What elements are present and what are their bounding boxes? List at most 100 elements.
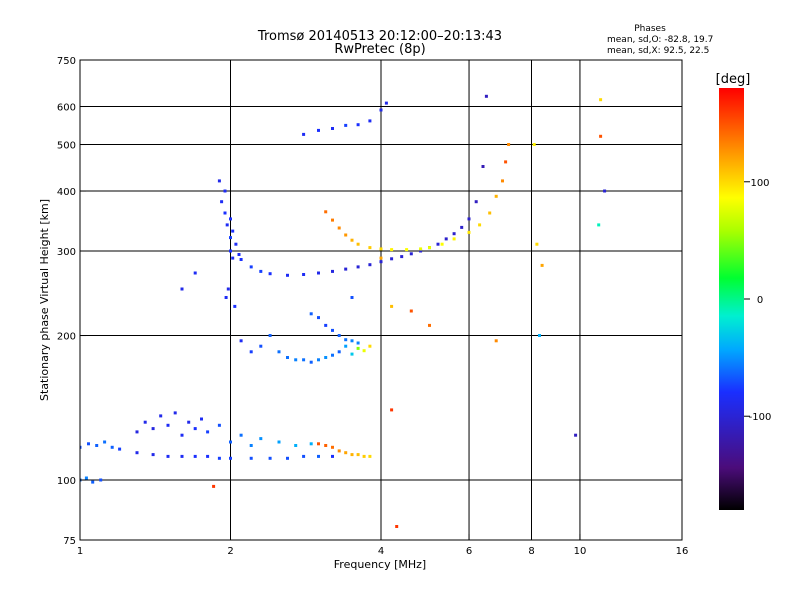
echo-point — [350, 339, 354, 343]
echo-point — [187, 420, 191, 424]
trace-series — [302, 101, 388, 136]
echo-point — [229, 456, 232, 460]
x-axis-ticks: 1 2 4 6 8 10 16 — [77, 534, 689, 557]
echo-point — [212, 484, 216, 488]
phase-stats-o-mode: mean, sd,O: -82.8, 19.7 — [607, 35, 713, 45]
y-tick-label: 100 — [57, 476, 76, 487]
echo-point — [231, 229, 235, 233]
echo-point — [460, 225, 464, 229]
echo-point — [331, 127, 334, 130]
echo-point — [467, 230, 471, 234]
echo-point — [193, 427, 197, 431]
echo-point — [91, 480, 95, 484]
x-tick-label: 16 — [676, 546, 689, 557]
echo-point — [151, 427, 155, 431]
y-tick-label: 300 — [57, 247, 76, 258]
echo-point — [193, 271, 197, 275]
y-tick-label: 750 — [57, 56, 76, 67]
echo-point — [193, 454, 197, 458]
echo-point — [467, 217, 471, 221]
echo-point — [268, 334, 272, 337]
echo-point — [302, 273, 306, 276]
echo-point — [532, 143, 536, 146]
echo-point — [379, 256, 383, 260]
echo-point — [229, 217, 232, 221]
echo-point — [344, 123, 348, 127]
echo-point — [379, 247, 383, 251]
echo-point — [173, 411, 177, 415]
echo-point — [484, 94, 488, 98]
colorbar-tick-label: 100 — [750, 178, 769, 189]
echo-point — [317, 358, 320, 362]
echo-point — [231, 256, 235, 260]
echo-point — [400, 255, 404, 259]
x-tick-label: 1 — [77, 546, 83, 557]
echo-point — [249, 350, 253, 354]
echo-point — [220, 200, 224, 204]
y-tick-label: 600 — [57, 103, 76, 114]
echo-point — [80, 445, 82, 449]
echo-point — [249, 265, 253, 269]
echo-point — [362, 454, 366, 458]
echo-point — [286, 273, 289, 277]
echo-point — [574, 433, 578, 437]
echo-point — [356, 265, 360, 269]
echo-point — [350, 453, 354, 457]
x-tick-label: 4 — [378, 546, 384, 557]
echo-point — [344, 451, 348, 455]
echo-point — [478, 223, 482, 227]
echo-point — [225, 223, 229, 227]
phase-stats-heading: Phases — [634, 24, 666, 34]
echo-point — [229, 236, 232, 240]
colorbar-tick-label: -100 — [749, 412, 772, 423]
echo-point — [419, 247, 423, 251]
echo-point — [166, 454, 170, 458]
trace-series — [239, 334, 372, 364]
echo-point — [362, 349, 366, 353]
echo-point — [324, 356, 328, 359]
y-tick-label: 75 — [63, 536, 76, 547]
echo-point — [294, 358, 298, 362]
trace-series — [180, 98, 607, 528]
echo-points — [80, 94, 607, 528]
echo-point — [309, 442, 313, 446]
echo-point — [504, 160, 508, 164]
echo-point — [166, 423, 170, 427]
echo-point — [368, 454, 372, 458]
echo-point — [249, 456, 253, 460]
echo-point — [368, 263, 372, 267]
echo-point — [344, 233, 348, 237]
echo-point — [249, 444, 253, 447]
echo-point — [217, 423, 221, 427]
echo-point — [452, 232, 456, 236]
x-tick-label: 8 — [528, 546, 534, 557]
echo-point — [217, 179, 221, 183]
echo-point — [237, 253, 241, 256]
echo-point — [217, 456, 221, 460]
echo-point — [331, 353, 334, 357]
echo-point — [159, 414, 163, 418]
echo-point — [337, 226, 341, 230]
echo-point — [294, 444, 298, 447]
x-tick-label: 10 — [574, 546, 587, 557]
echo-point — [317, 454, 320, 458]
echo-point — [603, 189, 607, 193]
echo-point — [390, 304, 394, 308]
y-tick-label: 200 — [57, 332, 76, 343]
echo-point — [507, 143, 511, 146]
echo-point — [344, 338, 348, 342]
echo-point — [239, 433, 243, 437]
phase-stats-x-mode: mean, sd,X: 92.5, 22.5 — [607, 46, 709, 56]
echo-point — [356, 341, 360, 345]
echo-point — [309, 312, 313, 316]
echo-point — [535, 242, 539, 246]
echo-point — [488, 211, 492, 215]
colorbar-label: [deg] — [716, 72, 751, 87]
echo-point — [286, 356, 289, 359]
echo-point — [494, 339, 498, 343]
echo-point — [331, 328, 334, 332]
echo-point — [390, 408, 394, 412]
chart-title: Tromsø 20140513 20:12:00–20:13:43 — [257, 29, 502, 44]
echo-point — [259, 344, 263, 348]
